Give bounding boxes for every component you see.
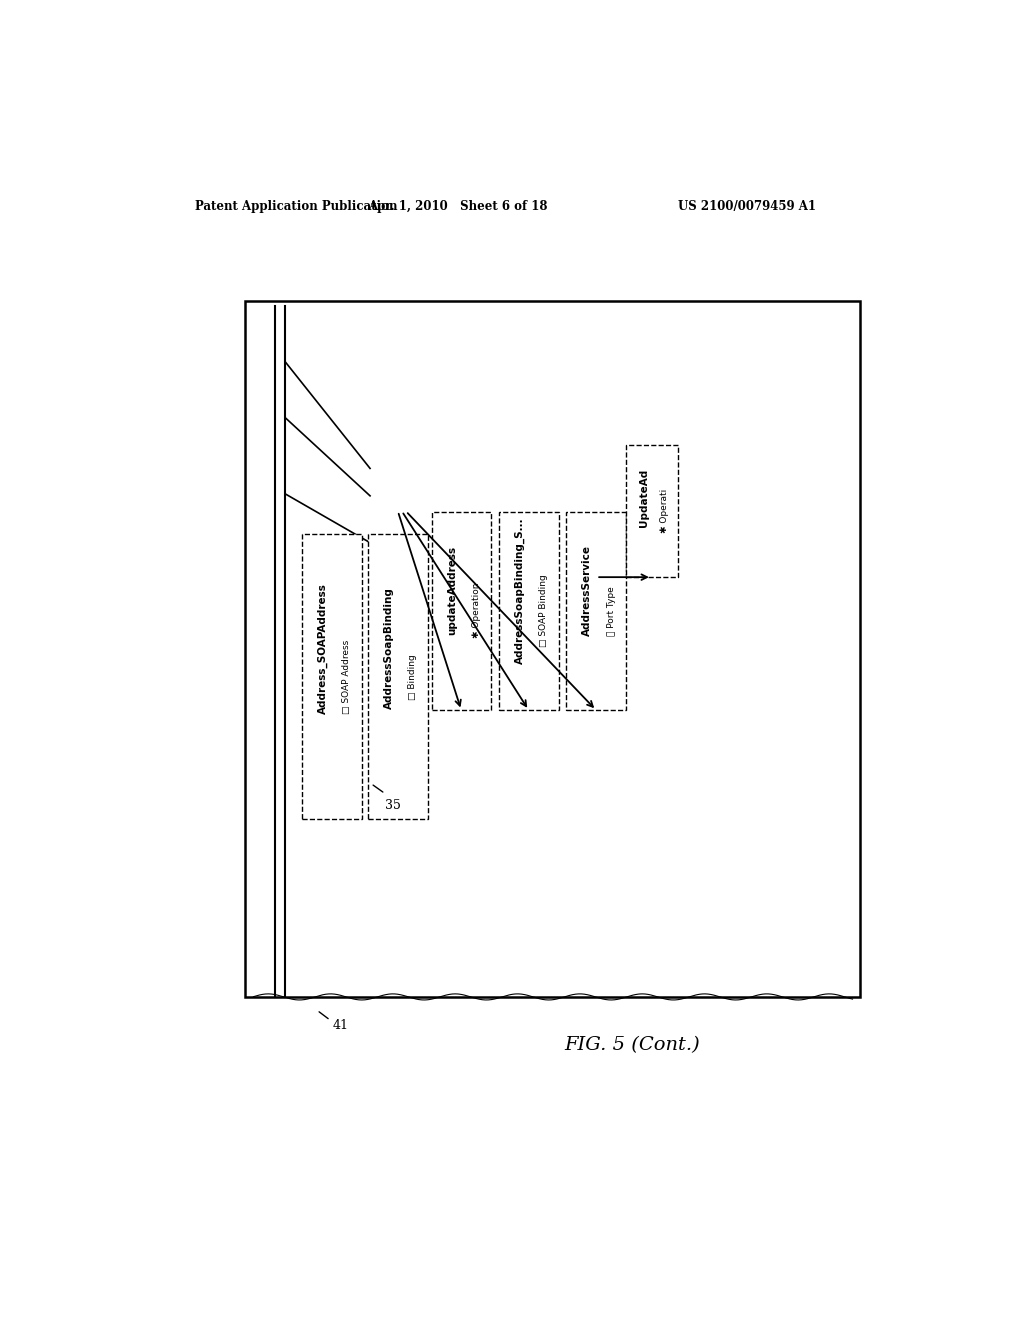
Text: □ SOAP Binding: □ SOAP Binding <box>540 574 548 647</box>
Text: AddressSoapBinding_S...: AddressSoapBinding_S... <box>515 517 525 664</box>
Text: Patent Application Publication: Patent Application Publication <box>196 199 398 213</box>
Text: □ Binding: □ Binding <box>409 653 417 700</box>
Text: ✱ Operation: ✱ Operation <box>472 583 480 639</box>
FancyBboxPatch shape <box>431 512 492 710</box>
Text: Apr. 1, 2010   Sheet 6 of 18: Apr. 1, 2010 Sheet 6 of 18 <box>368 199 547 213</box>
Text: US 2100/0079459 A1: US 2100/0079459 A1 <box>678 199 816 213</box>
Text: ✱ Operati: ✱ Operati <box>660 488 669 533</box>
Text: 41: 41 <box>333 1019 349 1032</box>
Text: updateAddress: updateAddress <box>447 546 458 635</box>
FancyBboxPatch shape <box>626 445 678 577</box>
Text: 35: 35 <box>385 799 401 812</box>
Text: FIG. 5 (Cont.): FIG. 5 (Cont.) <box>564 1036 699 1053</box>
FancyBboxPatch shape <box>368 535 428 818</box>
FancyBboxPatch shape <box>566 512 626 710</box>
Text: AddressService: AddressService <box>583 545 592 636</box>
Text: UpdateAd: UpdateAd <box>639 469 649 527</box>
Text: ⓘ Port Type: ⓘ Port Type <box>606 586 615 635</box>
Text: □ SOAP Address: □ SOAP Address <box>342 640 351 714</box>
Text: AddressSoapBinding: AddressSoapBinding <box>384 587 394 709</box>
Bar <box>246 301 860 997</box>
FancyBboxPatch shape <box>302 535 361 818</box>
Text: Address_SOAPAddress: Address_SOAPAddress <box>317 583 328 714</box>
FancyBboxPatch shape <box>499 512 558 710</box>
